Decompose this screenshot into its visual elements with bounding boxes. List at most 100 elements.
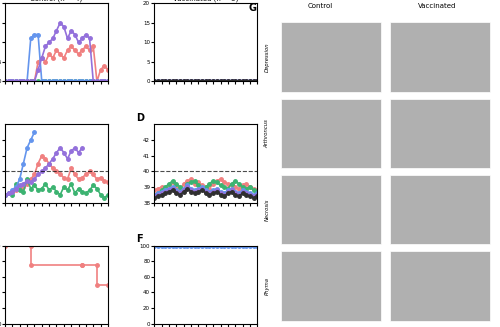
Line: Pig 4: Pig 4 bbox=[4, 21, 110, 83]
Pig 1 bbox=[24, 79, 30, 83]
Pig 2 bbox=[54, 79, 60, 83]
Pig 5 bbox=[225, 79, 231, 83]
Pig 2 bbox=[214, 79, 220, 83]
Pig 1 bbox=[2, 79, 8, 83]
Pig 4 bbox=[174, 79, 180, 83]
Pig 4 bbox=[24, 79, 30, 83]
Pig 5 bbox=[254, 79, 260, 83]
Pig 1 bbox=[90, 44, 96, 48]
Line: Pig 1: Pig 1 bbox=[152, 80, 259, 83]
Pig 3 bbox=[24, 79, 30, 83]
Pig 2 bbox=[76, 79, 82, 83]
Pig 2 bbox=[13, 79, 19, 83]
Pig 3 bbox=[13, 79, 19, 83]
Pig 1 bbox=[221, 79, 227, 83]
Pig 4 bbox=[86, 37, 92, 41]
Pig 4 bbox=[228, 79, 234, 83]
Pig 3 bbox=[98, 79, 103, 83]
Pig 3 bbox=[250, 79, 256, 83]
Pig 1 bbox=[218, 79, 224, 83]
Pig 3 bbox=[158, 79, 164, 83]
Pig 2 bbox=[64, 79, 70, 83]
Pig 2 bbox=[174, 79, 180, 83]
Pig 2 bbox=[83, 79, 89, 83]
Pig 4 bbox=[28, 79, 34, 83]
Title: Control (n = 4): Control (n = 4) bbox=[30, 0, 82, 2]
Pig 1 bbox=[64, 48, 70, 52]
Pig 1 bbox=[188, 79, 194, 83]
Pig 4 bbox=[102, 79, 107, 83]
Pig 2 bbox=[105, 79, 111, 83]
Pig 2 bbox=[152, 79, 158, 83]
Pig 4 bbox=[247, 79, 253, 83]
Pig 2 bbox=[28, 79, 34, 83]
Pig 3 bbox=[6, 79, 12, 83]
FancyBboxPatch shape bbox=[281, 99, 381, 168]
Pig 2 bbox=[42, 79, 48, 83]
Pig 1 bbox=[13, 79, 19, 83]
Pig 4 bbox=[105, 79, 111, 83]
Pig 3 bbox=[86, 79, 92, 83]
Pig 2 bbox=[254, 79, 260, 83]
Pig 4 bbox=[240, 79, 246, 83]
Pig 4 bbox=[236, 79, 242, 83]
Pig 3 bbox=[221, 79, 227, 83]
Pig 2 bbox=[90, 79, 96, 83]
Pig 3 bbox=[42, 79, 48, 83]
Pig 4 bbox=[6, 79, 12, 83]
Pig 4 bbox=[32, 79, 38, 83]
Pig 4 bbox=[72, 33, 78, 37]
Pig 2 bbox=[162, 79, 168, 83]
Pig 5 bbox=[196, 79, 202, 83]
Pig 5 bbox=[155, 79, 161, 83]
Pig 1 bbox=[199, 79, 205, 83]
Pig 4 bbox=[218, 79, 224, 83]
Pig 4 bbox=[184, 79, 190, 83]
Pig 5 bbox=[232, 79, 238, 83]
Pig 5 bbox=[206, 79, 212, 83]
Pig 4 bbox=[162, 79, 168, 83]
Pig 4 bbox=[177, 79, 183, 83]
Text: Phyma: Phyma bbox=[264, 277, 270, 295]
Pig 4 bbox=[225, 79, 231, 83]
Pig 2 bbox=[203, 79, 209, 83]
Pig 5 bbox=[243, 79, 249, 83]
Pig 5 bbox=[214, 79, 220, 83]
Pig 4 bbox=[94, 79, 100, 83]
Pig 1 bbox=[61, 56, 67, 60]
Pig 2 bbox=[155, 79, 161, 83]
Pig 4 bbox=[42, 44, 48, 48]
Pig 4 bbox=[243, 79, 249, 83]
Pig 1 bbox=[20, 79, 26, 83]
Pig 1 bbox=[6, 79, 12, 83]
Pig 3 bbox=[166, 79, 172, 83]
Pig 3 bbox=[170, 79, 175, 83]
Pig 4 bbox=[76, 41, 82, 44]
Pig 4 bbox=[13, 79, 19, 83]
Pig 4 bbox=[152, 79, 158, 83]
Pig 2 bbox=[206, 79, 212, 83]
Pig 1 bbox=[184, 79, 190, 83]
Pig 1 bbox=[16, 79, 22, 83]
Pig 4 bbox=[180, 79, 186, 83]
Pig 5 bbox=[228, 79, 234, 83]
Text: Control: Control bbox=[308, 3, 333, 9]
Pig 4 bbox=[61, 25, 67, 29]
Pig 1 bbox=[254, 79, 260, 83]
Pig 1 bbox=[206, 79, 212, 83]
Pig 5 bbox=[174, 79, 180, 83]
Text: F: F bbox=[136, 234, 142, 244]
Pig 4 bbox=[199, 79, 205, 83]
Pig 2 bbox=[39, 79, 45, 83]
Pig 2 bbox=[199, 79, 205, 83]
Pig 4 bbox=[203, 79, 209, 83]
Pig 4 bbox=[68, 29, 74, 33]
Pig 4 bbox=[232, 79, 238, 83]
Pig 3 bbox=[188, 79, 194, 83]
Pig 3 bbox=[174, 79, 180, 83]
Text: Necrosis: Necrosis bbox=[264, 198, 270, 221]
Pig 4 bbox=[214, 79, 220, 83]
Pig 2 bbox=[243, 79, 249, 83]
FancyBboxPatch shape bbox=[390, 99, 490, 168]
Pig 3 bbox=[28, 37, 34, 41]
